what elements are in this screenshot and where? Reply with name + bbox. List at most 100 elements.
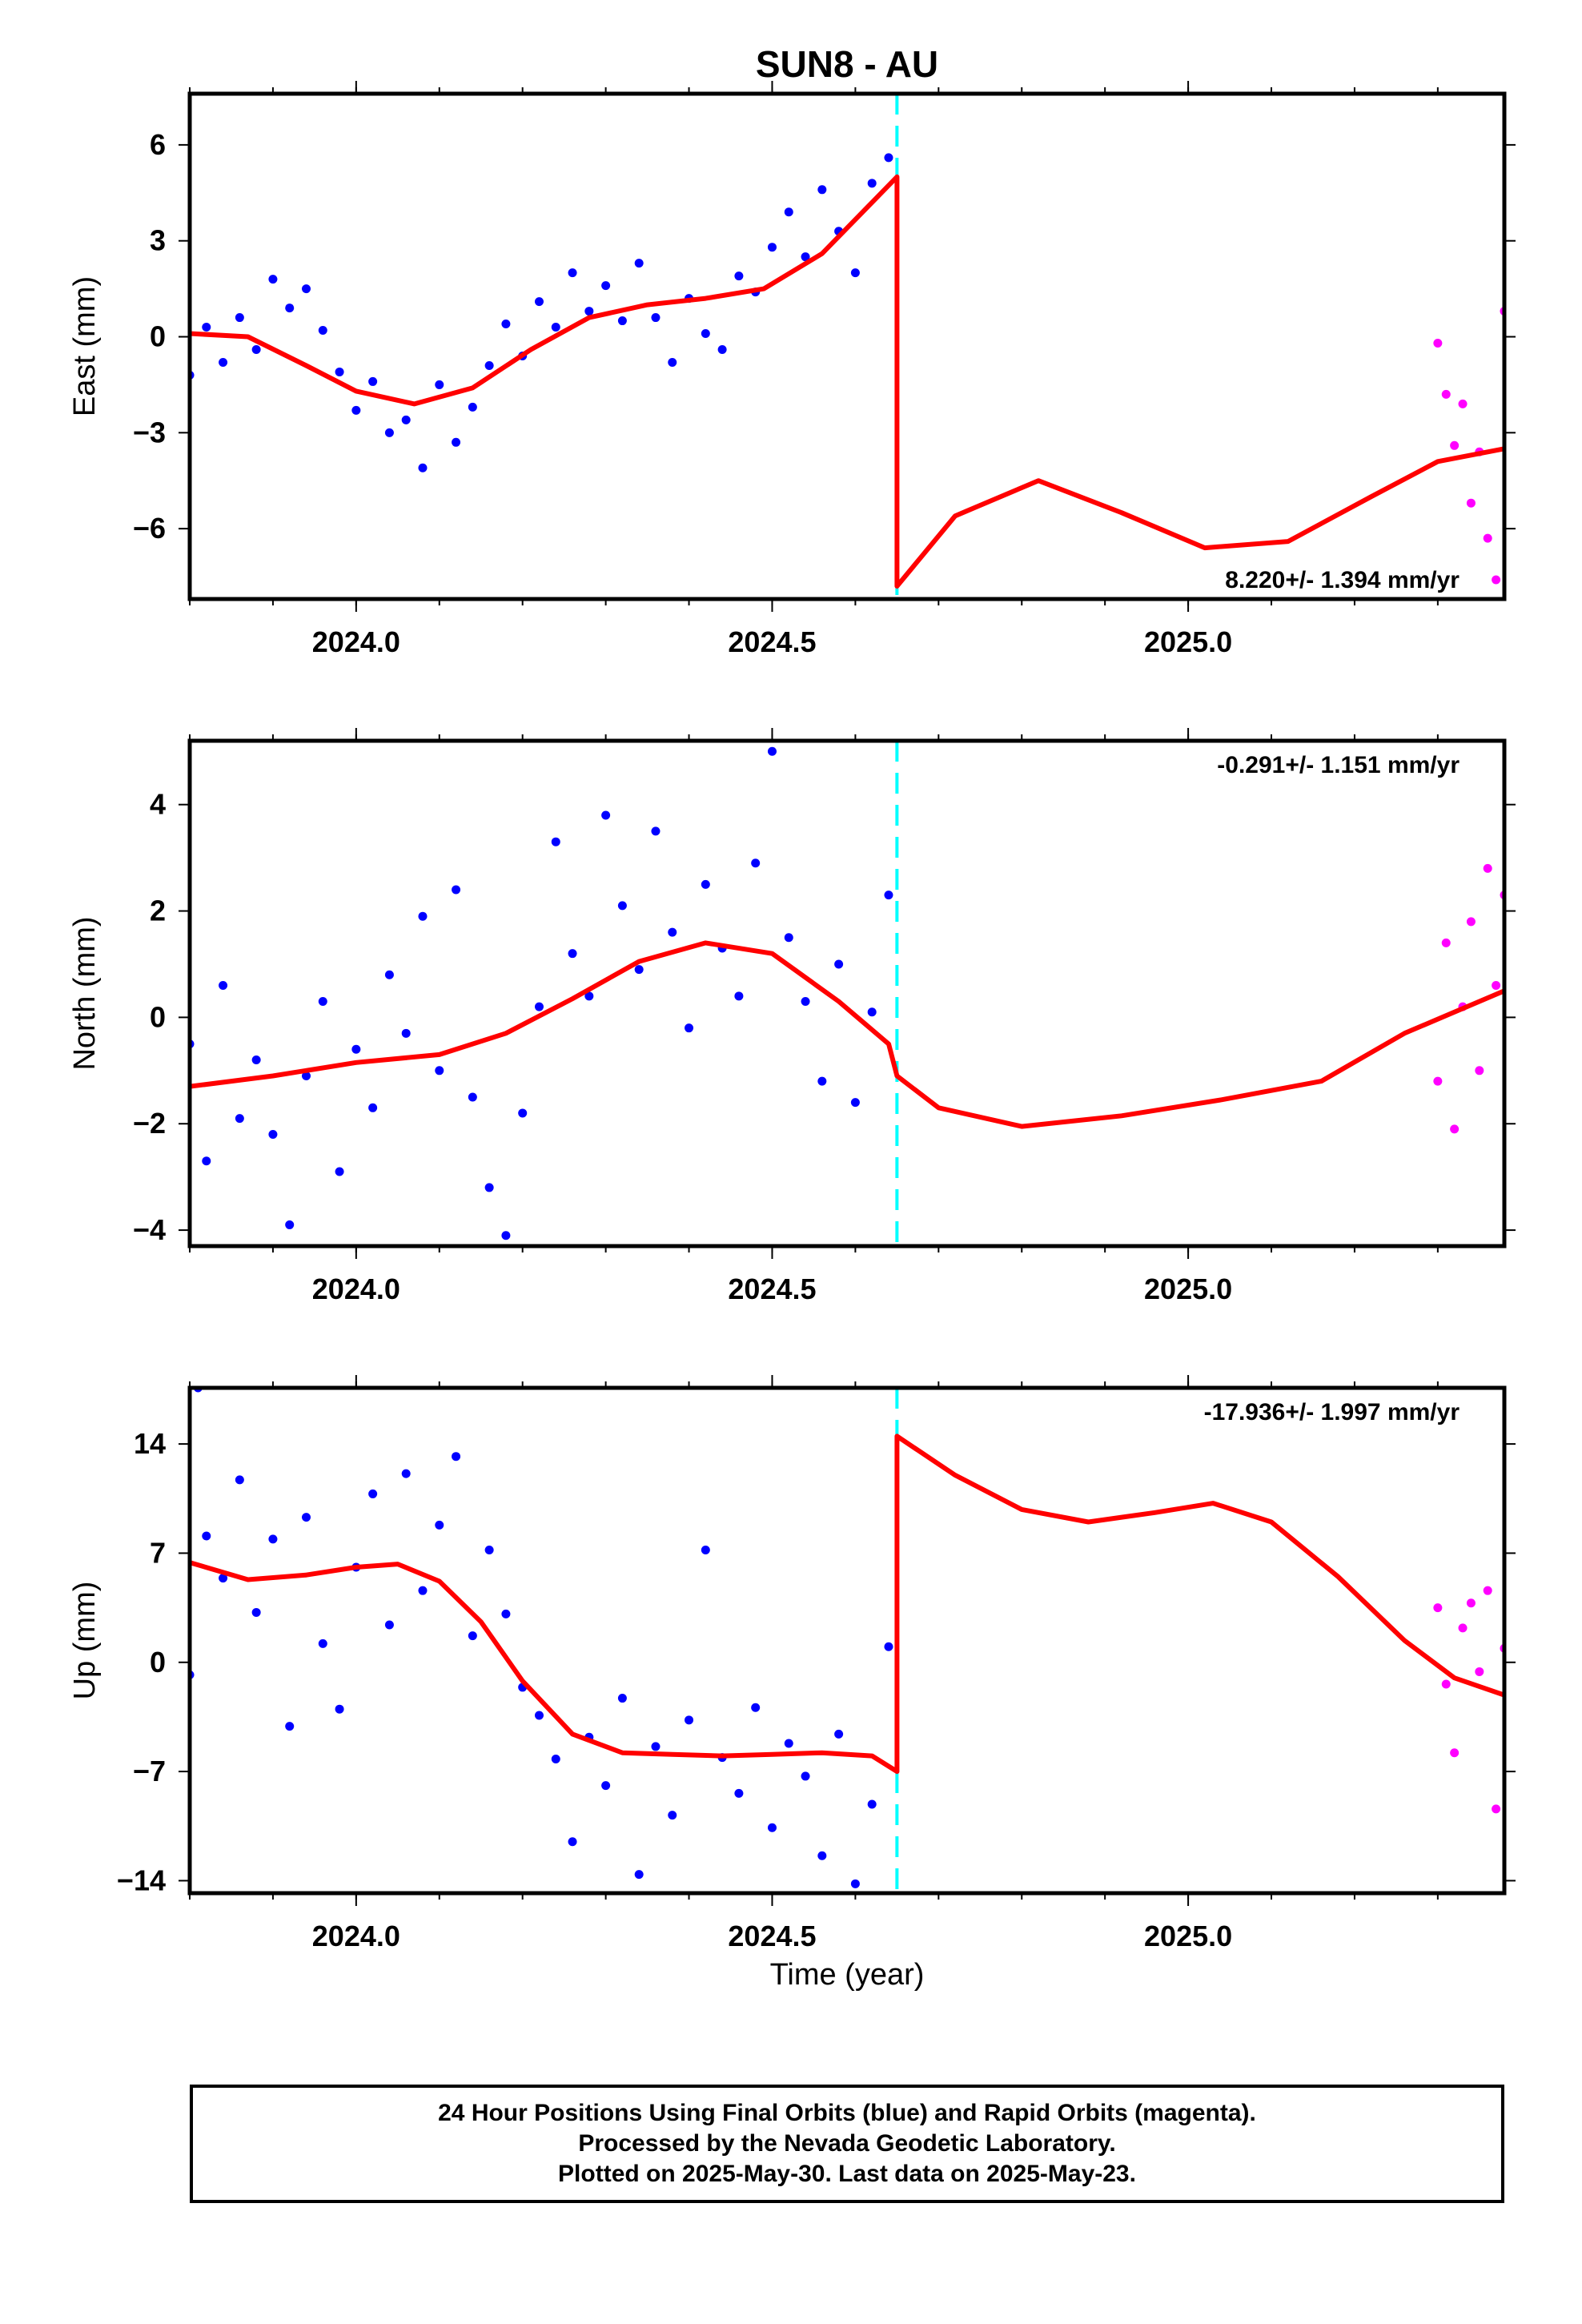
rapid-orbit-point <box>1492 575 1501 585</box>
final-orbit-point <box>668 927 677 937</box>
final-orbit-point <box>817 1851 827 1860</box>
final-orbit-point <box>268 1534 278 1544</box>
final-orbit-point <box>884 891 893 900</box>
final-orbit-point <box>884 153 893 163</box>
rapid-orbit-point <box>1466 917 1476 927</box>
footer-line-3: Plotted on 2025-May-30. Last data on 202… <box>558 2161 1136 2187</box>
rate-label: -17.936+/- 1.997 mm/yr <box>1204 1399 1460 1425</box>
rapid-orbit-point <box>1492 981 1501 991</box>
rapid-orbit-point <box>1441 389 1451 399</box>
model-curve <box>190 174 1504 589</box>
final-orbit-point <box>285 304 295 313</box>
x-tick-label: 2024.5 <box>728 625 816 658</box>
final-orbit-point <box>584 991 594 1001</box>
final-orbit-point <box>285 1220 295 1229</box>
final-orbit-point <box>751 1703 761 1712</box>
rapid-orbit-point <box>1492 1804 1501 1814</box>
rapid-orbit-point <box>1450 1748 1460 1758</box>
rapid-orbit-point <box>1483 863 1492 873</box>
final-orbit-point <box>301 284 311 294</box>
final-orbit-point <box>767 243 777 252</box>
rapid-orbit-point <box>1483 533 1492 543</box>
final-orbit-point <box>801 996 810 1006</box>
final-orbit-point <box>468 402 477 412</box>
final-orbit-point <box>202 1156 211 1166</box>
y-tick-label: −14 <box>117 1864 166 1896</box>
final-orbit-point <box>301 1071 311 1080</box>
final-orbit-point <box>634 1870 644 1880</box>
plot-frame <box>187 1385 1507 1896</box>
final-orbit-point <box>867 1007 877 1017</box>
final-orbit-point <box>551 1755 560 1764</box>
final-orbit-point <box>834 959 844 969</box>
final-orbit-point <box>568 1837 577 1847</box>
final-orbit-point <box>251 1055 261 1065</box>
final-orbit-point <box>734 991 744 1001</box>
x-tick-label: 2024.0 <box>312 625 400 658</box>
y-tick-label: 3 <box>150 224 166 257</box>
final-orbit-point <box>268 1130 278 1140</box>
final-orbit-point <box>435 1066 444 1076</box>
y-tick-label: −4 <box>133 1213 166 1246</box>
y-tick-label: 4 <box>150 788 166 821</box>
rate-label: 8.220+/- 1.394 mm/yr <box>1225 567 1460 593</box>
final-orbit-point <box>435 380 444 389</box>
y-tick-label: −2 <box>133 1107 166 1140</box>
final-orbit-point <box>717 344 727 354</box>
final-orbit-point <box>235 1114 244 1124</box>
final-orbit-point <box>685 1023 694 1033</box>
final-orbit-point <box>384 970 394 979</box>
final-orbit-point <box>584 307 594 316</box>
final-orbit-point <box>817 1076 827 1086</box>
x-tick-label: 2024.5 <box>728 1920 816 1952</box>
final-orbit-point <box>202 1531 211 1541</box>
rapid-orbit-point <box>1433 1603 1443 1613</box>
y-tick-label: 2 <box>150 895 166 927</box>
final-orbit-point <box>484 360 494 370</box>
final-orbit-point <box>601 810 611 820</box>
y-axis-label: North (mm) <box>68 916 102 1070</box>
final-orbit-point <box>867 179 877 188</box>
final-orbit-point <box>784 1739 793 1748</box>
final-orbit-point <box>685 1715 694 1725</box>
final-orbit-point <box>452 1452 461 1462</box>
final-orbit-point <box>601 281 611 291</box>
final-orbit-point <box>219 357 228 367</box>
y-axis-label: Up (mm) <box>68 1582 102 1700</box>
final-orbit-point <box>518 1108 528 1118</box>
data-layer <box>190 741 1504 1246</box>
final-orbit-point <box>767 1823 777 1832</box>
rapid-orbit-point <box>1441 1679 1451 1689</box>
final-orbit-point <box>401 1469 411 1478</box>
final-orbit-point <box>452 437 461 447</box>
plot-frame <box>187 738 1507 1248</box>
final-orbit-point <box>501 1231 511 1240</box>
rapid-orbit-point <box>1441 938 1451 947</box>
final-orbit-point <box>551 837 560 846</box>
x-tick-label: 2024.5 <box>728 1273 816 1305</box>
final-orbit-point <box>884 1642 893 1651</box>
rapid-orbit-point <box>1466 1598 1476 1608</box>
panel-east: 2024.0 2024.5 2025.0 −6 −3 0 3 6 East (mm) 8.220+… <box>68 81 1516 658</box>
final-orbit-point <box>219 1574 228 1583</box>
plot-title: SUN8 - AU <box>756 43 938 85</box>
final-orbit-point <box>634 965 644 975</box>
final-orbit-point <box>617 1694 627 1703</box>
x-tick-label: 2024.0 <box>312 1273 400 1305</box>
y-tick-label: −7 <box>133 1755 166 1787</box>
model-curve <box>190 940 1504 1129</box>
x-tick-label: 2025.0 <box>1144 625 1232 658</box>
footer-line-1: 24 Hour Positions Using Final Orbits (bl… <box>438 2100 1256 2126</box>
final-orbit-point <box>251 344 261 354</box>
y-tick-label: 14 <box>134 1427 166 1460</box>
final-orbit-point <box>534 1711 544 1720</box>
final-orbit-point <box>767 746 777 756</box>
final-orbit-point <box>351 405 361 415</box>
final-orbit-point <box>634 259 644 268</box>
final-orbit-point <box>701 879 710 889</box>
final-orbit-point <box>452 885 461 895</box>
final-orbit-point <box>867 1799 877 1809</box>
final-orbit-point <box>551 323 560 332</box>
y-tick-label: −6 <box>133 512 166 545</box>
